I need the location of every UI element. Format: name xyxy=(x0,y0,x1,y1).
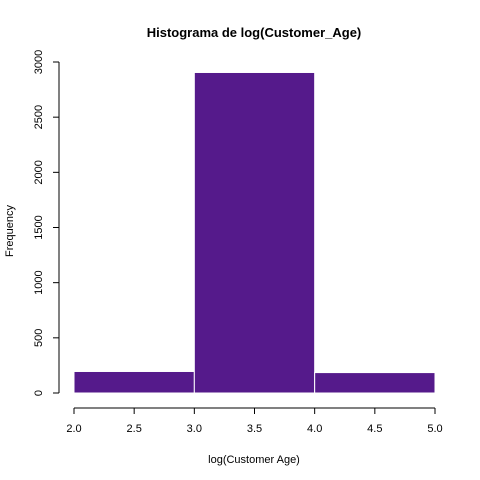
x-tick-label: 5.0 xyxy=(427,423,442,435)
y-tick-label: 3000 xyxy=(33,50,45,74)
x-axis-label: log(Customer Age) xyxy=(208,454,300,466)
bars-group xyxy=(73,71,436,394)
x-axis: 2.0 2.5 3.0 3.5 4.0 4.5 5.0 xyxy=(66,407,443,435)
y-axis-label: Frequency xyxy=(4,205,16,257)
y-tick-label: 500 xyxy=(33,329,45,347)
x-tick-label: 4.0 xyxy=(307,423,322,435)
y-tick-label: 0 xyxy=(33,390,45,396)
x-tick-label: 3.0 xyxy=(187,423,202,435)
x-tick-label: 2.0 xyxy=(66,423,81,435)
histogram-bar-0 xyxy=(73,370,195,394)
y-tick-label: 1500 xyxy=(33,215,45,239)
chart-title: Histograma de log(Customer_Age) xyxy=(147,25,362,40)
histogram-bar-2 xyxy=(314,372,436,394)
x-tick-label: 4.5 xyxy=(367,423,382,435)
histogram-bar-1 xyxy=(193,71,316,394)
y-tick-label: 2500 xyxy=(33,105,45,129)
x-tick-label: 3.5 xyxy=(247,423,262,435)
x-tick-label: 2.5 xyxy=(127,423,142,435)
y-axis: 0 500 1000 1500 2000 2500 3000 xyxy=(33,50,60,396)
y-tick-label: 2000 xyxy=(33,160,45,184)
y-tick-label: 1000 xyxy=(33,270,45,294)
